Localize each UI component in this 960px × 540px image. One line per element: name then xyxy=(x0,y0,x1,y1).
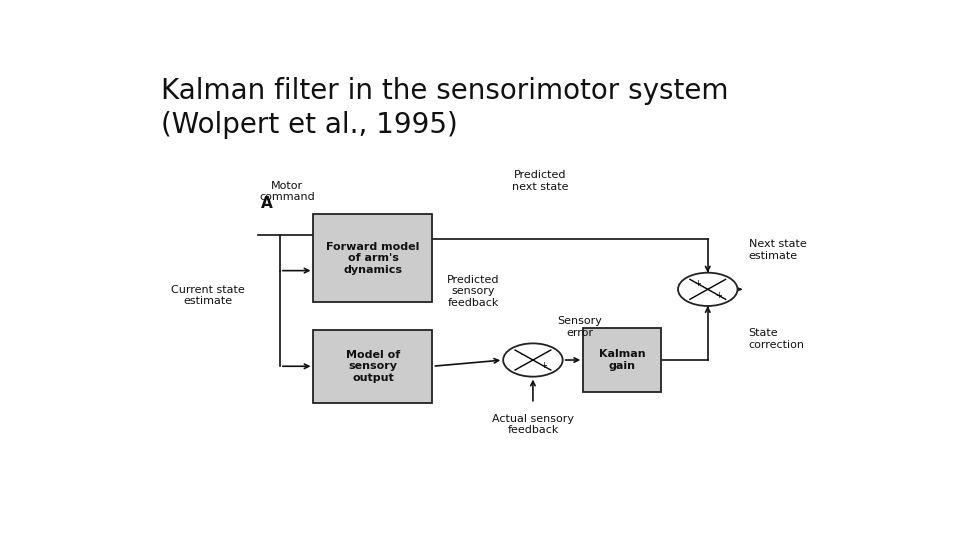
FancyBboxPatch shape xyxy=(313,214,432,302)
Text: -: - xyxy=(521,350,524,359)
FancyBboxPatch shape xyxy=(313,330,432,403)
FancyBboxPatch shape xyxy=(583,328,661,392)
Text: Next state
estimate: Next state estimate xyxy=(749,239,806,261)
Text: Model of
sensory
output: Model of sensory output xyxy=(346,350,400,383)
Text: Actual sensory
feedback: Actual sensory feedback xyxy=(492,414,574,435)
Text: Predicted
next state: Predicted next state xyxy=(512,171,568,192)
Text: Forward model
of arm's
dynamics: Forward model of arm's dynamics xyxy=(326,241,420,275)
Text: Motor
command: Motor command xyxy=(259,181,315,202)
Text: A: A xyxy=(261,196,273,211)
Circle shape xyxy=(503,343,563,377)
Text: Current state
estimate: Current state estimate xyxy=(171,285,245,306)
Text: Kalman
gain: Kalman gain xyxy=(599,349,645,371)
Text: State
correction: State correction xyxy=(749,328,804,350)
Text: +: + xyxy=(694,279,701,288)
Text: Sensory
error: Sensory error xyxy=(558,316,602,338)
Text: Predicted
sensory
feedback: Predicted sensory feedback xyxy=(447,275,499,308)
Text: +: + xyxy=(540,361,547,370)
Text: +: + xyxy=(715,291,722,300)
Circle shape xyxy=(678,273,737,306)
Text: Kalman filter in the sensorimotor system
(Wolpert et al., 1995): Kalman filter in the sensorimotor system… xyxy=(161,77,729,139)
